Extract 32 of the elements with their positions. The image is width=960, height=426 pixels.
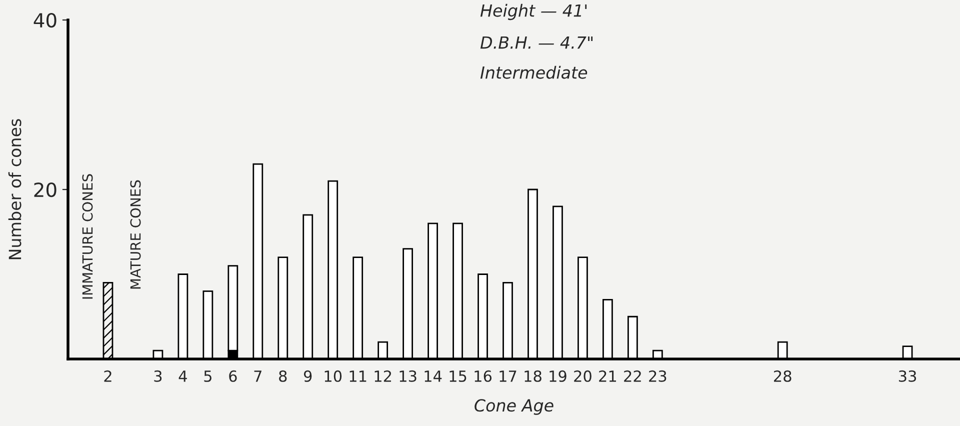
x-tick-label: 19 <box>550 370 566 382</box>
x-tick-label: 33 <box>898 370 916 382</box>
x-tick-label: 10 <box>324 370 342 382</box>
x-tick-label: 7 <box>254 370 262 382</box>
x-tick-label: 11 <box>350 370 366 382</box>
y-axis-title: Number of cones <box>8 119 22 260</box>
x-tick-label: 23 <box>649 370 666 382</box>
x-tick-label: 18 <box>524 370 542 382</box>
x-tick-label: 9 <box>304 370 312 382</box>
annotation: Intermediate <box>480 66 588 79</box>
annotation: MATURE CONES <box>130 180 141 289</box>
x-tick-label: 8 <box>279 370 287 382</box>
x-tick-label: 13 <box>400 370 416 382</box>
x-tick-label: 6 <box>229 370 237 382</box>
annotation: Height — 41' <box>480 4 587 20</box>
x-tick-label: 2 <box>104 370 112 382</box>
x-tick-label: 21 <box>599 370 616 382</box>
x-tick-label: 20 <box>574 370 592 382</box>
x-tick-label: 15 <box>450 370 466 382</box>
x-tick-label: 4 <box>178 370 187 382</box>
x-axis-title: Cone Age <box>474 399 554 415</box>
x-tick-label: 17 <box>500 370 516 382</box>
x-tick-label: 12 <box>374 370 392 382</box>
x-tick-label: 16 <box>474 370 492 382</box>
x-tick-label: 5 <box>204 370 212 382</box>
x-tick-label: 22 <box>624 370 641 382</box>
text: IMMATURE CONES <box>82 174 93 299</box>
x-tick-label: 3 <box>154 370 162 382</box>
y-tick-label: 40 <box>34 12 56 28</box>
x-tick-label: 14 <box>424 370 442 382</box>
annotation: D.B.H. — 4.7" <box>480 36 593 49</box>
x-tick-label: 28 <box>774 370 792 382</box>
